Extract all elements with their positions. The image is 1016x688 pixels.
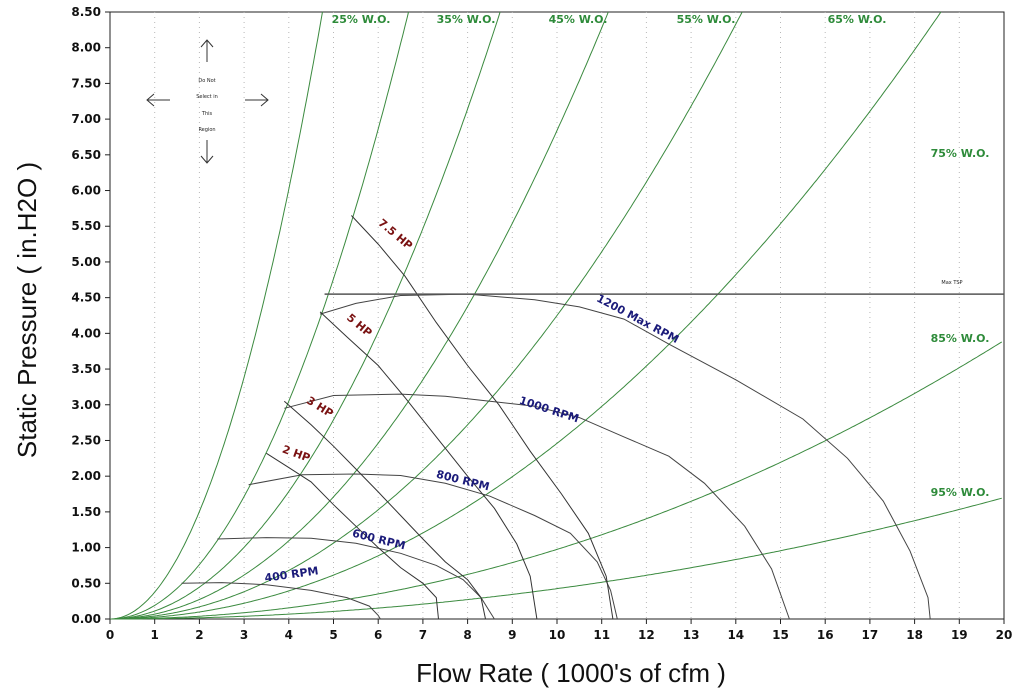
x-tick-label: 15 [772, 628, 789, 642]
y-tick-label: 4.50 [71, 291, 101, 305]
arrow-right-icon [245, 93, 269, 107]
wo-curve-7 [110, 341, 1003, 620]
x-tick-label: 4 [285, 628, 293, 642]
no-select-region-note: Do Not Select in This Region [146, 39, 269, 164]
x-tick-label: 2 [195, 628, 203, 642]
wo-curve-label: 35% W.O. [437, 13, 496, 26]
wo-curve-4 [110, 11, 609, 620]
x-tick-label: 6 [374, 628, 382, 642]
wo-curve-label: 55% W.O. [677, 13, 736, 26]
x-tick-label: 12 [638, 628, 655, 642]
wo-curve-label: 65% W.O. [828, 13, 887, 26]
y-tick-label: 1.50 [71, 505, 101, 519]
y-tick-label: 7.00 [71, 112, 101, 126]
hp-curve-3 [319, 311, 538, 620]
wo-curve-label: 45% W.O. [549, 13, 608, 26]
x-tick-label: 8 [463, 628, 471, 642]
rpm-curve-3 [248, 473, 618, 620]
arrow-down-icon [200, 140, 214, 164]
wo-curve-3 [110, 11, 501, 620]
arrow-up-icon [200, 39, 214, 62]
y-tick-label: 2.50 [71, 433, 101, 447]
rpm-curve-2 [217, 537, 495, 620]
y-tick-label: 3.00 [71, 398, 101, 412]
y-tick-label: 1.00 [71, 541, 101, 555]
wo-curve-label: 85% W.O. [931, 332, 990, 345]
curves [109, 11, 1004, 620]
x-axis-title: Flow Rate ( 1000's of cfm ) [416, 658, 726, 688]
y-tick-label: 2.00 [71, 469, 101, 483]
x-tick-label: 0 [106, 628, 114, 642]
note-line-1: Do Not [198, 78, 215, 84]
rpm-curve-1 [181, 582, 381, 620]
wo-curve-label: 95% W.O. [931, 486, 990, 499]
y-tick-label: 4.00 [71, 326, 101, 340]
x-tick-label: 18 [906, 628, 923, 642]
y-tick-label: 0.50 [71, 576, 101, 590]
note-line-3: This [201, 111, 213, 117]
hp-curve-1 [266, 452, 439, 620]
y-tick-label: 7.50 [71, 76, 101, 90]
hp-curve-4 [351, 215, 614, 620]
x-tick-label: 11 [593, 628, 610, 642]
x-tick-label: 7 [419, 628, 427, 642]
x-tick-label: 14 [727, 628, 744, 642]
y-axis-title: Static Pressure ( in.H2O ) [12, 162, 42, 458]
wo-curve-label: 25% W.O. [332, 13, 391, 26]
wo-curve-label: 75% W.O. [931, 147, 990, 160]
wo-curve-1 [109, 11, 323, 620]
x-tick-label: 10 [549, 628, 566, 642]
max-tsp-label: Max TSP [941, 280, 962, 286]
x-tick-label: 20 [996, 628, 1013, 642]
x-tick-label: 13 [683, 628, 700, 642]
x-tick-label: 9 [508, 628, 516, 642]
hp-curve-2 [283, 400, 486, 620]
x-tick-label: 19 [951, 628, 968, 642]
note-line-2: Select in [196, 94, 218, 100]
y-tick-label: 6.00 [71, 184, 101, 198]
wo-curve-8 [110, 497, 1002, 620]
rpm-curve-5 [319, 293, 931, 620]
wo-curve-6 [110, 11, 942, 620]
y-tick-labels: 0.00 0.50 1.00 1.50 2.00 2.50 3.00 3.50 4.00 4.50… [71, 5, 110, 626]
y-tick-label: 8.00 [71, 41, 101, 55]
y-tick-label: 6.50 [71, 148, 101, 162]
wo-curve-5 [110, 11, 743, 620]
x-tick-label: 17 [862, 628, 879, 642]
y-tick-label: 8.50 [71, 5, 101, 19]
note-line-4: Region [198, 127, 215, 133]
x-tick-label: 3 [240, 628, 248, 642]
grid-lines [154, 12, 960, 619]
x-tick-label: 5 [329, 628, 337, 642]
x-tick-label: 1 [151, 628, 159, 642]
y-tick-label: 3.50 [71, 362, 101, 376]
arrow-left-icon [146, 93, 170, 107]
rpm-curve-4 [284, 393, 790, 620]
x-tick-label: 16 [817, 628, 834, 642]
wo-curve-2 [110, 11, 409, 620]
y-tick-label: 5.50 [71, 219, 101, 233]
y-tick-label: 5.00 [71, 255, 101, 269]
y-tick-label: 0.00 [71, 612, 101, 626]
x-tick-labels: 0 1 2 3 4 5 6 7 8 9 10 11 12 13 14 15 16 17 18 19 20 [106, 619, 1013, 642]
